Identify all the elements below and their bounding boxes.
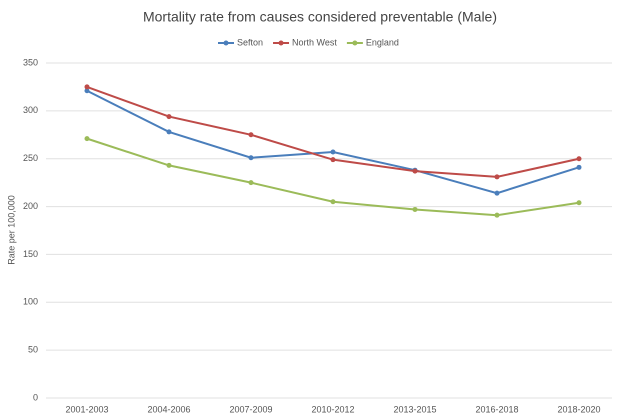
y-tick-label: 150 [23,249,38,259]
data-point [494,212,500,218]
data-point [412,206,418,212]
legend-label: North West [292,37,337,47]
legend-label: Sefton [237,37,263,47]
data-point [494,190,500,196]
y-tick-label: 200 [23,201,38,211]
data-point [412,168,418,174]
data-point [576,164,582,170]
data-point [576,200,582,206]
data-point [248,180,254,186]
data-point [84,88,90,94]
x-tick-label: 2016-2018 [475,404,518,414]
legend-label: England [366,37,399,47]
y-axis-label: Rate per 100,000 [6,195,16,265]
data-point [494,174,500,180]
x-tick-label: 2001-2003 [65,404,108,414]
data-point [330,149,336,155]
x-tick-label: 2010-2012 [311,404,354,414]
x-tick-label: 2013-2015 [393,404,436,414]
y-tick-label: 100 [23,297,38,307]
data-point [166,129,172,135]
y-tick-label: 350 [23,57,38,67]
data-point [330,199,336,205]
x-tick-label: 2004-2006 [147,404,190,414]
x-tick-label: 2007-2009 [229,404,272,414]
legend-marker [278,40,284,46]
y-tick-label: 50 [28,345,38,355]
legend-marker [223,40,229,46]
data-point [248,155,254,161]
data-point [84,84,90,90]
data-point [166,114,172,120]
series-line [86,89,580,195]
y-tick-label: 300 [23,105,38,115]
data-point [84,136,90,142]
data-point [330,157,336,163]
legend-marker [352,40,358,46]
data-point [576,156,582,162]
data-point [166,162,172,168]
data-point [248,132,254,138]
y-tick-label: 0 [33,392,38,402]
chart-title: Mortality rate from causes considered pr… [143,9,497,25]
y-tick-label: 250 [23,153,38,163]
x-tick-label: 2018-2020 [557,404,600,414]
